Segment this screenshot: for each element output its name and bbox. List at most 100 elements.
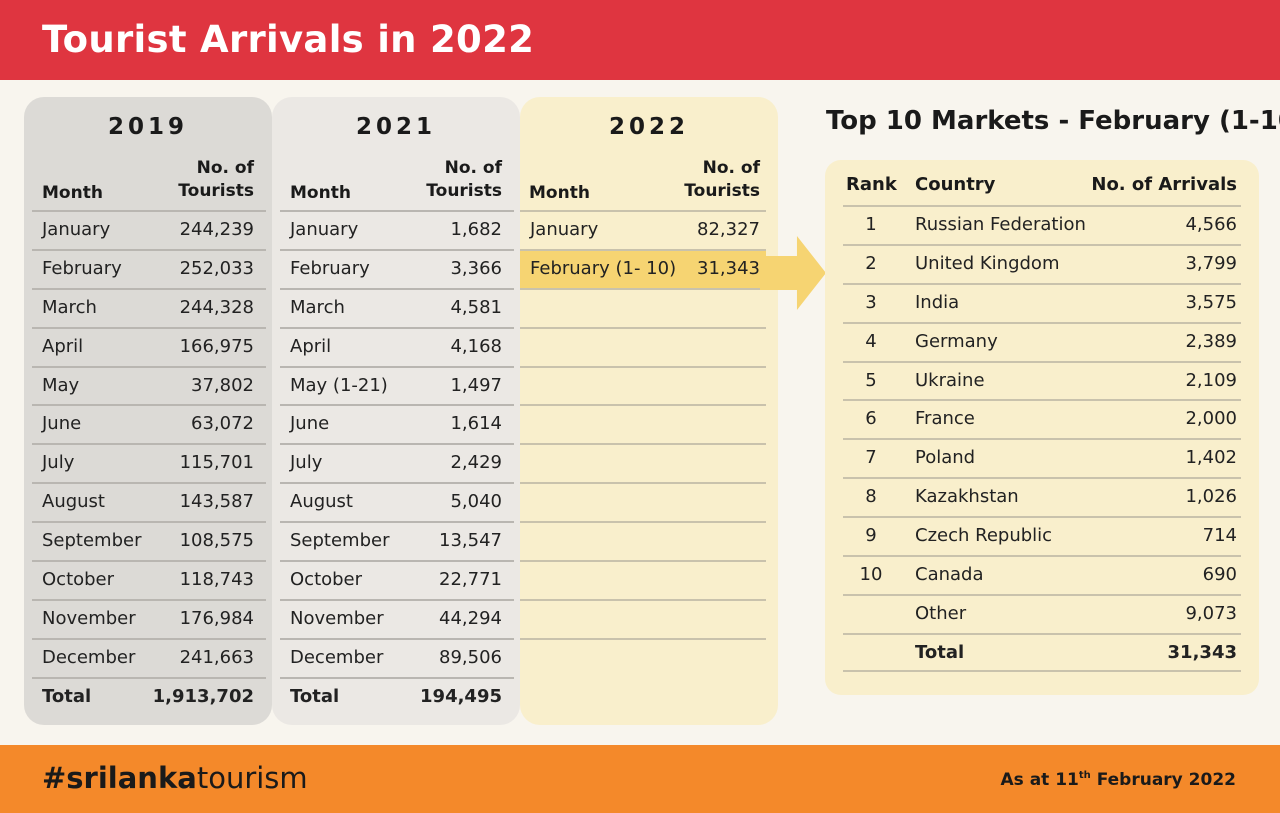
table-row-highlighted: February (1- 10) 31,343 bbox=[520, 248, 766, 288]
total-label: Total bbox=[42, 685, 92, 707]
empty-row bbox=[520, 637, 766, 677]
year-heading: 2021 bbox=[355, 114, 436, 140]
row-rank: 4 bbox=[865, 330, 877, 352]
row-month: March bbox=[290, 296, 345, 318]
row-month: August bbox=[290, 491, 353, 513]
empty-row bbox=[520, 560, 766, 599]
table-row: May 37,802 bbox=[32, 365, 266, 405]
row-value: 244,239 bbox=[179, 219, 254, 240]
row-month: November bbox=[290, 607, 384, 629]
table-row: June 1,614 bbox=[280, 404, 514, 443]
row-country: France bbox=[915, 408, 975, 430]
hashtag-logo: #srilankatourism bbox=[42, 761, 308, 795]
rows-2019: January 244,239 February 252,033 March 244,… bbox=[32, 210, 266, 716]
hashtag-rest: tourism bbox=[196, 761, 308, 795]
markets-header: Rank Country No. of Arrivals bbox=[825, 174, 1259, 200]
row-country: Germany bbox=[915, 330, 998, 352]
table-row: August 5,040 bbox=[280, 482, 514, 521]
row-month: July bbox=[42, 452, 75, 474]
row-value: 44,294 bbox=[439, 607, 502, 629]
markets-panel: Rank Country No. of Arrivals 1 Russian Fe… bbox=[825, 160, 1259, 695]
row-month: February bbox=[42, 257, 122, 279]
row-month: June bbox=[290, 413, 330, 435]
row-value: 13,547 bbox=[439, 530, 502, 552]
arrivals-header: No. of Arrivals bbox=[1091, 174, 1237, 195]
tourists-header: No. of Tourists bbox=[684, 157, 760, 203]
row-value: 89,506 bbox=[439, 646, 502, 668]
row-month: November bbox=[42, 607, 136, 629]
table-row: March 4,581 bbox=[280, 287, 514, 327]
tourists-header-line1: No. of bbox=[196, 158, 254, 178]
row-value: 31,343 bbox=[697, 257, 760, 279]
row-rank: 3 bbox=[865, 291, 877, 313]
tourists-header: No. of Tourists bbox=[426, 157, 502, 203]
markets-title: Top 10 Markets - February (1-10) bbox=[826, 106, 1280, 136]
table-row: September 13,547 bbox=[280, 521, 514, 560]
empty-row bbox=[520, 521, 766, 560]
column-header: Month No. of Tourists bbox=[284, 157, 502, 203]
table-row: October 118,743 bbox=[32, 560, 266, 599]
table-row: March 244,328 bbox=[32, 287, 266, 327]
row-rank: 10 bbox=[859, 564, 883, 586]
total-value: 31,343 bbox=[1167, 641, 1237, 663]
table-row: 7 Poland 1,402 bbox=[843, 438, 1241, 477]
row-month: October bbox=[290, 569, 363, 591]
row-rank: 2 bbox=[865, 252, 877, 274]
month-header: Month bbox=[290, 183, 351, 203]
row-arrivals: 714 bbox=[1202, 525, 1237, 547]
panel-2019: 2019 Month No. of Tourists January 244,23… bbox=[24, 97, 272, 725]
row-month: October bbox=[42, 569, 115, 591]
table-row: 9 Czech Republic 714 bbox=[843, 516, 1241, 555]
total-label: Total bbox=[915, 641, 965, 663]
row-rank: 9 bbox=[865, 525, 877, 547]
table-row: August 143,587 bbox=[32, 482, 266, 521]
row-month: April bbox=[42, 335, 84, 357]
row-arrivals: 2,389 bbox=[1185, 330, 1237, 352]
month-header: Month bbox=[42, 183, 103, 203]
markets-rows: 1 Russian Federation 4,566 2 United Kingdom… bbox=[843, 205, 1241, 672]
table-row: November 44,294 bbox=[280, 598, 514, 638]
empty-row bbox=[520, 326, 766, 366]
tourists-header-line1: No. of bbox=[702, 158, 760, 178]
row-rank: 6 bbox=[865, 408, 877, 430]
row-month: May (1-21) bbox=[290, 374, 388, 396]
row-value: 22,771 bbox=[439, 569, 502, 591]
row-arrivals: 1,402 bbox=[1185, 447, 1237, 469]
table-row: April 4,168 bbox=[280, 326, 514, 366]
as-at-prefix: As at 11 bbox=[1000, 770, 1079, 790]
rank-header: Rank bbox=[846, 174, 897, 195]
row-rank: 8 bbox=[865, 486, 877, 508]
empty-row bbox=[520, 404, 766, 443]
rows-2022: January 82,327 February (1- 10) 31,343 bbox=[520, 210, 766, 677]
row-month: May bbox=[42, 374, 80, 396]
as-at-date: As at 11th February 2022 bbox=[1001, 770, 1236, 790]
row-value: 176,984 bbox=[179, 607, 254, 629]
row-rank: 5 bbox=[865, 369, 877, 391]
row-value: 37,802 bbox=[191, 374, 254, 396]
row-value: 2,429 bbox=[450, 452, 502, 474]
table-row: 2 United Kingdom 3,799 bbox=[843, 243, 1241, 283]
row-arrivals: 2,109 bbox=[1185, 369, 1237, 391]
column-header: Month No. of Tourists bbox=[523, 157, 760, 203]
row-rank: 1 bbox=[865, 214, 877, 235]
row-value: 244,328 bbox=[179, 296, 254, 318]
row-value: 3,366 bbox=[450, 257, 502, 279]
row-country: Canada bbox=[915, 564, 984, 586]
as-at-sup: th bbox=[1078, 770, 1091, 781]
table-row: 4 Germany 2,389 bbox=[843, 321, 1241, 361]
row-month: January bbox=[530, 219, 599, 240]
row-value: 143,587 bbox=[179, 491, 254, 513]
row-value: 4,168 bbox=[450, 335, 502, 357]
row-country: Other bbox=[915, 602, 967, 624]
panel-2022: 2022 Month No. of Tourists January 82,327… bbox=[520, 97, 778, 725]
row-month: April bbox=[290, 335, 332, 357]
row-rank: 7 bbox=[865, 447, 877, 469]
row-arrivals: 9,073 bbox=[1185, 602, 1237, 624]
row-month: September bbox=[42, 530, 142, 552]
row-month: March bbox=[42, 296, 97, 318]
row-value: 1,614 bbox=[450, 413, 502, 435]
row-value: 166,975 bbox=[179, 335, 254, 357]
country-header: Country bbox=[915, 174, 996, 195]
empty-row bbox=[520, 287, 766, 327]
row-month: January bbox=[42, 219, 111, 240]
